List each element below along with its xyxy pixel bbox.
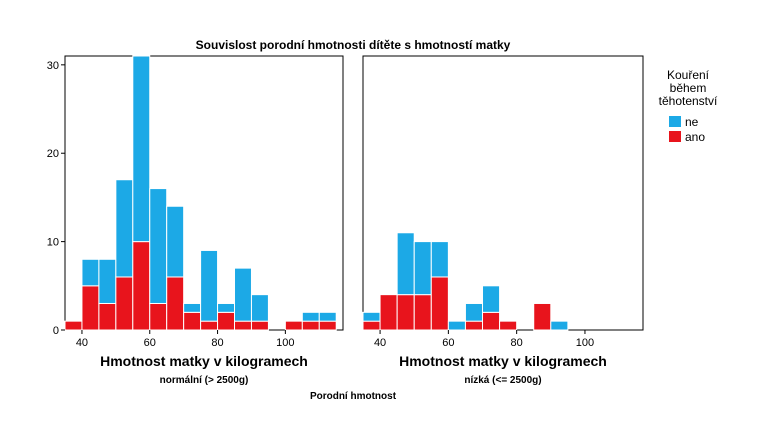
bar-ano <box>301 320 320 331</box>
bar-ne <box>81 258 100 287</box>
bar-ano <box>499 320 518 331</box>
bar-ne <box>250 294 269 322</box>
x-axis-title: Hmotnost matky v kilogramech <box>399 353 607 369</box>
legend-title-line: během <box>670 81 707 95</box>
bar-ano <box>284 320 303 331</box>
x-tick-label: 100 <box>576 337 594 349</box>
bar-ne <box>482 285 501 313</box>
bar-ano <box>234 320 252 331</box>
y-tick-label: 30 <box>47 60 59 72</box>
bar-ano <box>149 302 168 331</box>
bar-ne <box>183 302 202 313</box>
legend-label-ano: ano <box>685 130 705 144</box>
bar-ano <box>533 302 552 331</box>
bar-ne <box>464 302 484 322</box>
y-tick-label: 0 <box>53 325 59 337</box>
bar-ano <box>379 294 398 331</box>
bar-ne <box>200 249 219 322</box>
bar-ano <box>250 320 269 331</box>
legend-label-ne: ne <box>685 115 699 129</box>
bar-ne <box>234 267 252 322</box>
panel-low: 40 60 80 100 Hmotnost matky v kilogramech n… <box>362 55 644 386</box>
x-tick-label: 60 <box>144 337 156 349</box>
bar-ne <box>132 55 151 243</box>
bar-ne <box>166 205 185 278</box>
bar-ne <box>362 311 381 322</box>
bar-ano <box>482 311 501 331</box>
bar-ne <box>413 241 432 296</box>
bar-ne <box>550 320 569 331</box>
bar-ano <box>200 320 219 331</box>
chart-title: Souvislost porodní hmotnosti dítěte s hm… <box>196 38 511 52</box>
bar-ne <box>149 188 168 304</box>
x-tick-label: 60 <box>442 337 454 349</box>
legend-title-line: těhotenství <box>659 94 718 108</box>
x-tick-label: 80 <box>211 337 223 349</box>
bar-ne <box>396 232 415 296</box>
panel-label: normální (> 2500g) <box>160 375 249 386</box>
bar-ano <box>464 320 484 331</box>
bar-ne <box>430 241 449 278</box>
bar-ano <box>64 320 83 331</box>
bar-ano <box>430 276 449 331</box>
y-tick-label: 10 <box>47 237 59 249</box>
bar-ne <box>318 311 337 322</box>
legend: Kouření během těhotenství ne ano <box>659 68 718 144</box>
bar-ne <box>115 179 134 278</box>
y-tick-label: 20 <box>47 148 59 160</box>
bar-ano <box>81 285 100 331</box>
legend-title-line: Kouření <box>667 68 710 82</box>
bar-ano <box>166 276 185 331</box>
x-tick-label: 40 <box>374 337 386 349</box>
bar-ano <box>362 320 381 331</box>
bar-ano <box>183 311 202 331</box>
bar-ne <box>217 302 236 313</box>
bar-ne <box>301 311 320 322</box>
legend-swatch-ano <box>669 131 681 142</box>
bar-ano <box>98 302 117 331</box>
facet-label: Porodní hmotnost <box>310 391 397 402</box>
bar-ano <box>396 294 415 331</box>
bar-ano <box>115 276 134 331</box>
bar-ano <box>318 320 337 331</box>
legend-swatch-ne <box>669 116 681 127</box>
bar-ano <box>413 294 432 331</box>
x-tick-label: 80 <box>511 337 523 349</box>
bar-ne <box>447 320 466 331</box>
x-tick-label: 40 <box>76 337 88 349</box>
panel-label: nízká (<= 2500g) <box>464 375 541 386</box>
panel-normal: 40 60 80 100 0 10 20 30 Hmotnost matky v kilog… <box>47 55 344 386</box>
bar-ano <box>217 311 236 331</box>
bar-ne <box>98 258 117 304</box>
x-tick-label: 100 <box>276 337 294 349</box>
bar-ano <box>132 241 151 331</box>
x-axis-title: Hmotnost matky v kilogramech <box>100 353 308 369</box>
